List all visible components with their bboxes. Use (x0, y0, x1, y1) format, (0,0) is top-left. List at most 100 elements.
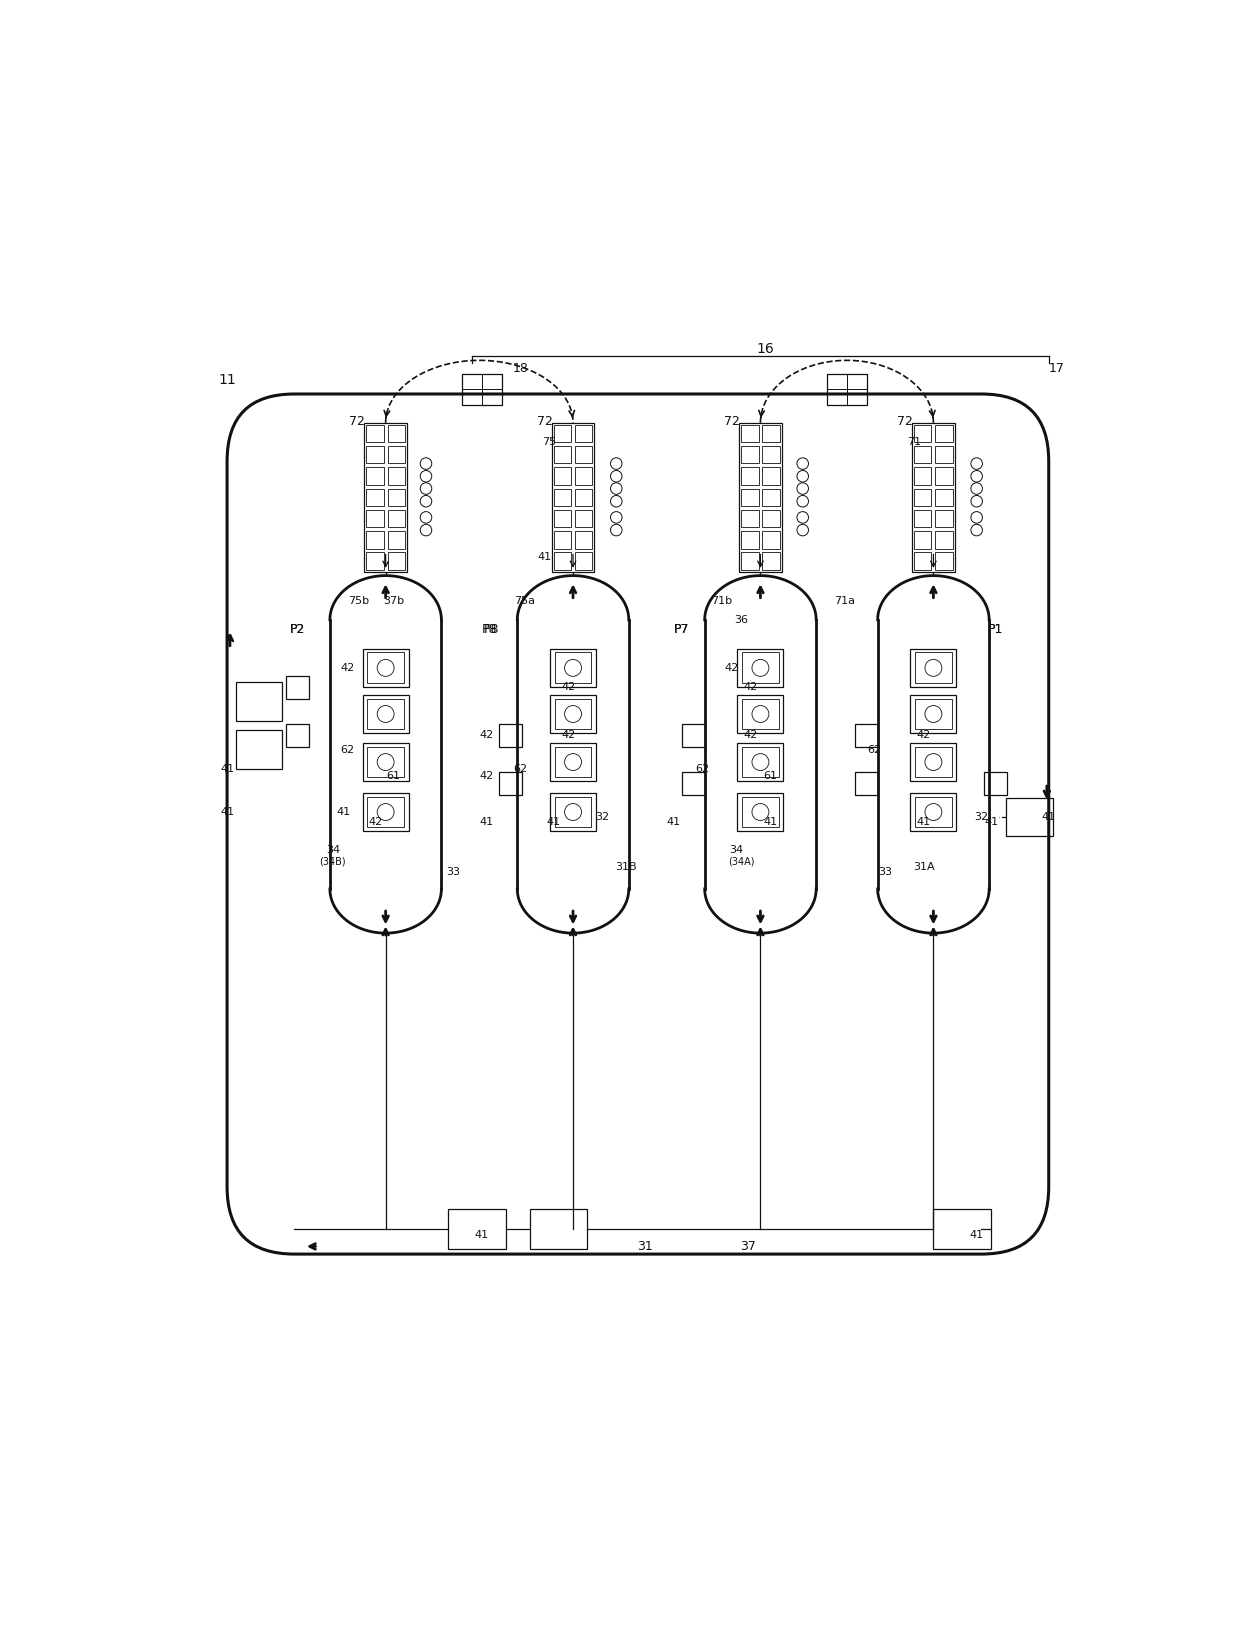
Bar (742, 797, 779, 828)
Text: 75b: 75b (348, 595, 370, 605)
Bar (554, 425, 572, 443)
Bar (365, 423, 407, 571)
Bar (367, 467, 383, 485)
Text: 42: 42 (562, 682, 575, 691)
Bar (448, 1209, 506, 1250)
Bar (763, 488, 780, 506)
Text: 42: 42 (916, 731, 931, 740)
Text: 41: 41 (537, 552, 552, 563)
Bar (763, 509, 780, 527)
Bar (236, 731, 281, 770)
Text: 37b: 37b (383, 595, 404, 605)
Bar (763, 467, 780, 485)
Text: 61: 61 (763, 771, 777, 781)
Bar (285, 724, 309, 747)
Bar (388, 446, 404, 464)
Bar (1007, 797, 1053, 836)
Text: 72: 72 (724, 415, 739, 428)
Text: P1: P1 (988, 623, 1003, 636)
Bar (682, 724, 704, 747)
Bar (554, 747, 591, 778)
Bar (915, 797, 952, 828)
Bar (763, 446, 780, 464)
Text: 42: 42 (480, 771, 494, 781)
Bar (742, 509, 759, 527)
Bar (554, 530, 572, 548)
Bar (827, 374, 847, 389)
Bar (742, 747, 779, 778)
Bar (529, 1209, 588, 1250)
Text: 75: 75 (542, 438, 556, 447)
Text: 62: 62 (696, 763, 709, 774)
Text: 72: 72 (897, 415, 913, 428)
Text: 62: 62 (513, 763, 527, 774)
Bar (388, 530, 404, 548)
Text: 75a: 75a (515, 595, 536, 605)
Bar (913, 423, 955, 571)
Bar (498, 771, 522, 794)
Bar (763, 425, 780, 443)
Text: 71a: 71a (835, 595, 856, 605)
Bar (738, 695, 784, 734)
Bar (742, 530, 759, 548)
Text: 61: 61 (387, 771, 401, 781)
Bar (935, 553, 952, 569)
Bar (554, 698, 591, 729)
Bar (367, 553, 383, 569)
Text: 71b: 71b (712, 595, 733, 605)
Bar (367, 446, 383, 464)
Bar (362, 744, 409, 781)
Bar (575, 446, 593, 464)
Bar (934, 1209, 991, 1250)
Bar (742, 488, 759, 506)
Bar (738, 649, 784, 687)
Bar (910, 695, 956, 734)
Bar (551, 792, 596, 831)
Bar (367, 747, 404, 778)
Bar (763, 553, 780, 569)
Bar (481, 374, 502, 389)
Bar (742, 467, 759, 485)
Text: 32: 32 (975, 812, 988, 822)
Bar (461, 374, 502, 405)
Text: P1: P1 (988, 623, 1003, 636)
Text: P7: P7 (673, 623, 689, 636)
Bar (910, 744, 956, 781)
Text: 34: 34 (729, 846, 744, 856)
Bar (935, 488, 952, 506)
Bar (575, 425, 593, 443)
Text: 42: 42 (744, 731, 758, 740)
Text: 33: 33 (446, 867, 460, 877)
Bar (236, 682, 281, 721)
Bar (552, 423, 594, 571)
Bar (551, 744, 596, 781)
Text: 41: 41 (219, 807, 234, 817)
Bar (935, 509, 952, 527)
Bar (285, 675, 309, 698)
Bar (554, 553, 572, 569)
Bar (367, 425, 383, 443)
Bar (367, 698, 404, 729)
Text: 11: 11 (218, 373, 236, 387)
Bar (935, 530, 952, 548)
Text: 41: 41 (970, 1230, 983, 1240)
Text: 33: 33 (878, 867, 893, 877)
Bar (367, 488, 383, 506)
Bar (362, 695, 409, 734)
Bar (738, 792, 784, 831)
Bar (388, 467, 404, 485)
Text: 42: 42 (370, 817, 383, 827)
Text: P8: P8 (481, 623, 497, 636)
Bar (742, 446, 759, 464)
Text: 17: 17 (1049, 361, 1064, 374)
Bar (915, 698, 952, 729)
Bar (575, 488, 593, 506)
Text: (34B): (34B) (320, 857, 346, 867)
Bar (935, 446, 952, 464)
Bar (575, 467, 593, 485)
Bar (367, 530, 383, 548)
Text: 41: 41 (667, 817, 681, 827)
Text: 41: 41 (916, 817, 931, 827)
Bar (742, 652, 779, 683)
Bar (551, 695, 596, 734)
